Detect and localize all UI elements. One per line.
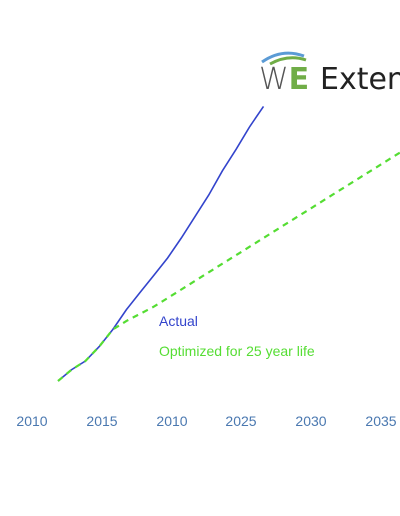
logo-mark: WE [259,62,309,97]
legend-optimized: Optimized for 25 year life [159,343,315,359]
x-tick-label: 2035 [365,413,396,429]
legend-actual: Actual [159,313,198,329]
logo-mark-e: E [289,62,310,97]
logo-arc-green [269,56,307,66]
logo-arc-blue [261,51,305,64]
x-tick-label: 2025 [225,413,256,429]
series-line-optimized [57,151,400,382]
x-tick-label: 2010 [16,413,47,429]
x-tick-label: 2010 [156,413,187,429]
series-layer [57,105,400,382]
legend: Actual Optimized for 25 year life [159,313,315,359]
x-tick-label: 2030 [295,413,326,429]
x-axis: 2010 2015 2010 2025 2030 2035 [16,413,396,429]
series-line-actual [57,105,265,382]
logo-text: Extend [320,62,400,97]
we-extend-logo: WE Extend [259,51,400,97]
x-tick-label: 2015 [86,413,117,429]
logo-mark-w: W [259,62,289,97]
